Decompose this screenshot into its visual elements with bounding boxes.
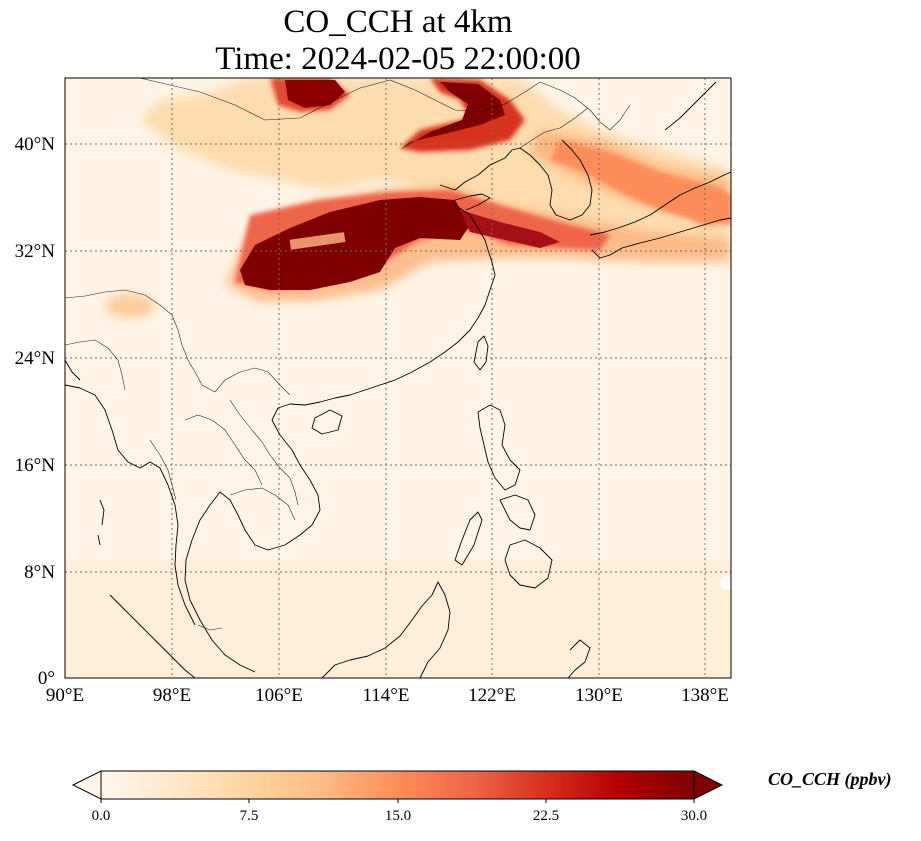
colorbar-tick-label-7-5: 7.5 <box>240 808 259 824</box>
y-tick-label-40n: 40°N <box>15 134 56 155</box>
border-china-india <box>65 289 183 346</box>
plume-halo-west <box>105 294 155 318</box>
y-tick-label-32n: 32°N <box>15 241 56 262</box>
coastline-palawan <box>454 511 483 566</box>
x-tick-label-106e: 106°E <box>255 685 303 706</box>
coastline-china-east <box>277 204 496 409</box>
plume-core-north-a <box>285 80 345 108</box>
country-borders <box>65 78 631 631</box>
x-tick-label-122e: 122°E <box>468 685 516 706</box>
map-title-line-2: Time: 2024-02-05 22:00:00 <box>215 41 581 77</box>
white-patch-east-edge <box>720 576 731 590</box>
plume-core-central <box>240 197 470 290</box>
colorbar-extend-high <box>693 770 724 800</box>
coastline-sumatra <box>109 594 196 678</box>
colorbar-tick-label-15: 15.0 <box>385 808 411 824</box>
coastline-japan <box>589 171 731 236</box>
colorbar-tick-label-30: 30.0 <box>681 808 707 824</box>
y-tick-label-24n: 24°N <box>15 348 56 369</box>
colorbar-tick-label-22-5: 22.5 <box>533 808 559 824</box>
coastline-indochina <box>184 407 321 673</box>
plume-halo-north <box>140 78 731 250</box>
map-frame <box>64 77 732 679</box>
concentration-field <box>65 78 731 678</box>
low-concentration-shade-south <box>65 560 731 678</box>
border-china-myanmar <box>181 344 291 396</box>
colorbar: 0.0 7.5 15.0 22.5 30.0 <box>71 770 724 824</box>
border-laos-vietnam <box>229 399 299 506</box>
y-tick-label-16n: 16°N <box>15 455 56 476</box>
border-thailand-laos <box>184 414 263 486</box>
x-tick-label-98e: 98°E <box>153 685 191 706</box>
coastline-japan-north <box>664 81 717 131</box>
x-axis-labels: 90°E 98°E 106°E 114°E 122°E 130°E 138°E <box>46 685 729 706</box>
border-myanmar-india <box>65 339 126 391</box>
plume-core-north-b <box>400 82 505 150</box>
border-malaysia <box>197 624 223 631</box>
coastline-taiwan <box>473 335 489 371</box>
coastline-japan-south <box>591 217 731 259</box>
coastline-sulawesi <box>567 639 591 678</box>
plume-core-gap <box>289 232 346 250</box>
coastline-shandong <box>454 193 491 211</box>
colorbar-gradient <box>100 770 695 800</box>
y-axis-labels: 0° 8°N 16°N 24°N 32°N 40°N <box>15 134 56 689</box>
coastline-philippines-luzon <box>477 404 521 491</box>
coastlines <box>65 81 731 678</box>
coastline-bohai <box>439 147 521 191</box>
coastline-mindanao <box>504 539 553 589</box>
coastline-borneo <box>321 581 451 678</box>
map-title-line-1: CO_CCH at 4km <box>283 4 513 40</box>
border-cambodia <box>229 487 296 521</box>
y-tick-label-0: 0° <box>38 668 55 689</box>
plume-core-layer <box>240 80 560 290</box>
plume-band-japan <box>688 198 731 226</box>
plume-core-eastward-tongue <box>460 210 560 248</box>
coastline-philippines-visayas <box>499 494 536 531</box>
plume-band-east <box>550 140 731 225</box>
colorbar-tick-label-0: 0.0 <box>92 808 111 824</box>
gridlines <box>65 78 731 678</box>
border-china-korea <box>519 107 589 149</box>
x-tick-label-114e: 114°E <box>363 685 410 706</box>
colorbar-extend-low <box>71 770 102 800</box>
coastline-korea <box>519 139 593 221</box>
border-thailand-myanmar <box>149 439 177 501</box>
x-tick-label-130e: 130°E <box>575 685 623 706</box>
border-china-russia-east <box>539 81 631 131</box>
coastline-myanmar <box>65 384 196 626</box>
x-tick-label-90e: 90°E <box>46 685 84 706</box>
coastline-bay-bengal <box>65 359 81 381</box>
coastline-andaman <box>97 499 105 546</box>
x-tick-label-138e: 138°E <box>681 685 729 706</box>
border-china-mongolia <box>139 78 541 121</box>
coastline-hainan <box>311 409 343 435</box>
y-tick-label-8n: 8°N <box>24 562 55 583</box>
colorbar-title: CO_CCH (ppbv) <box>768 769 892 789</box>
